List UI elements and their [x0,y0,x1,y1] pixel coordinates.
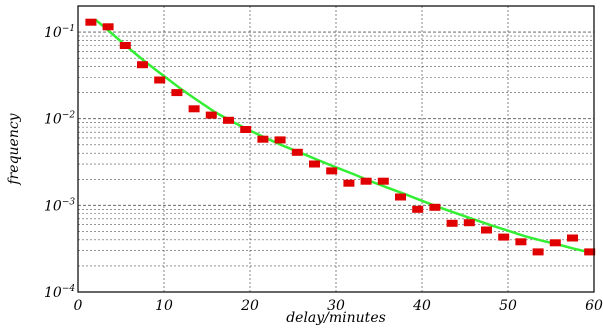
x-tick-label: 30 [327,298,345,314]
y-tick-label: 10−3 [44,197,75,214]
data-point [360,177,372,185]
data-point [326,167,338,175]
data-point [343,179,355,187]
data-point [102,23,114,31]
data-point [446,219,458,227]
data-points-series [85,18,596,256]
x-axis-title: delay/minutes [286,310,386,326]
data-point [412,205,424,213]
fit-line [94,18,595,255]
y-tick-labels: 10−1 10−2 10−3 10−4 [44,24,75,301]
y-tick-label: 10−1 [44,24,75,41]
data-point [257,135,269,143]
y-tick-label: 10−4 [44,284,75,301]
plot-frame [77,5,595,293]
x-tick-labels: 0 10 20 30 40 50 60 [74,298,603,314]
data-point [223,116,234,124]
data-point [188,105,200,113]
x-tick-label: 50 [499,298,517,314]
data-point [291,148,303,156]
x-tick-label: 40 [412,298,431,314]
grid [78,6,594,292]
x-tick-label: 10 [155,298,173,314]
x-tick-label: 60 [585,298,603,314]
data-point [119,42,131,49]
data-point [205,111,217,119]
data-point [532,248,544,256]
data-point [584,248,596,256]
data-point [567,234,578,242]
x-tick-label: 20 [240,298,259,314]
data-point [377,177,389,185]
data-point [240,126,252,133]
data-point [498,233,510,241]
data-point [429,203,441,211]
data-point [549,239,561,247]
data-point [463,219,475,227]
fit-line-series [94,18,595,255]
data-point [515,238,527,246]
data-point [154,76,166,84]
data-point [274,136,286,144]
data-point [171,89,183,97]
data-point [85,18,97,26]
y-tick-label: 10−2 [44,111,75,128]
y-axis-title: frequency [6,112,22,185]
data-point [309,160,320,168]
data-point [395,193,406,201]
x-tick-label: 0 [74,298,83,314]
data-point [481,226,492,234]
data-point [137,61,148,69]
